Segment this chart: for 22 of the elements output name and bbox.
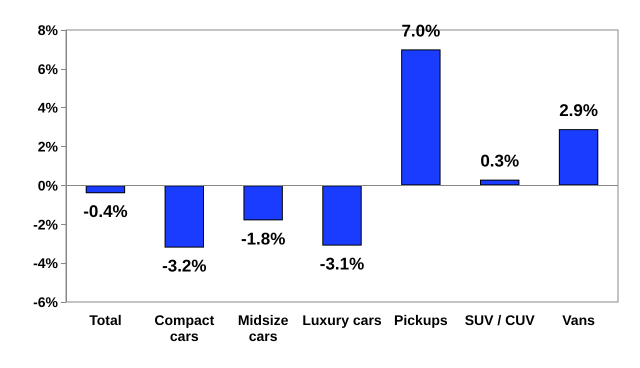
y-tick-label: -2% [33, 216, 59, 232]
data-label: 7.0% [401, 21, 440, 40]
x-tick-label: SUV / CUV [464, 312, 536, 328]
y-tick-label: 4% [38, 100, 59, 116]
x-tick-label: Vans [562, 312, 596, 328]
y-tick-label: 6% [38, 60, 59, 77]
data-label: -3.1% [320, 254, 364, 274]
y-tick-label: -6% [33, 294, 59, 310]
data-label: 0.3% [480, 152, 520, 171]
data-label: 2.9% [559, 101, 598, 120]
y-tick-label: 0% [38, 177, 59, 194]
data-label: -0.4% [83, 202, 128, 222]
x-tick-label: Pickups [394, 312, 448, 328]
data-label: -3.2% [162, 256, 206, 276]
x-tick-label: Midsize cars [238, 312, 289, 344]
y-tick-label: -4% [33, 255, 59, 272]
data-label: -1.8% [240, 229, 286, 248]
y-tick-label: 8% [38, 22, 59, 38]
x-tick-label: Luxury cars [302, 312, 382, 328]
x-tick-label: Compact cars [154, 312, 215, 344]
x-tick-label: Total [89, 312, 122, 328]
y-tick-label: 2% [38, 138, 59, 155]
